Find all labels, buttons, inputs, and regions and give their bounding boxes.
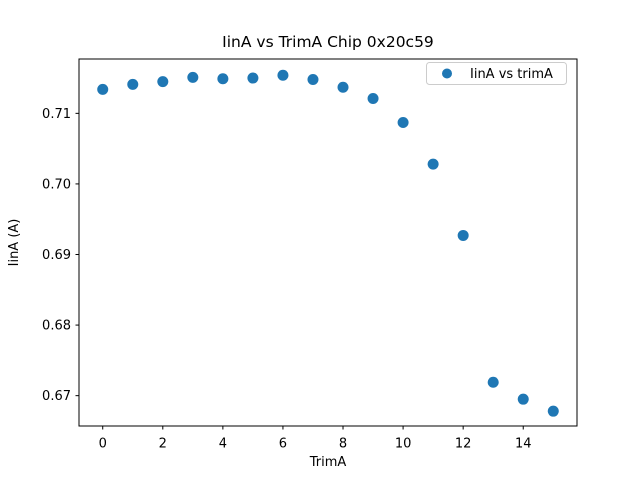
legend: IinA vs trimA bbox=[426, 62, 567, 85]
y-tick-label: 0.67 bbox=[42, 389, 71, 404]
legend-marker-icon bbox=[442, 68, 452, 79]
legend-box bbox=[426, 62, 567, 85]
y-tick-label: 0.68 bbox=[42, 319, 71, 334]
data-point bbox=[187, 71, 199, 83]
data-point bbox=[397, 117, 409, 129]
x-tick-label: 4 bbox=[219, 437, 227, 452]
x-tick-label: 2 bbox=[159, 437, 167, 452]
data-point bbox=[247, 72, 259, 84]
data-point bbox=[457, 229, 469, 241]
data-point bbox=[547, 405, 559, 417]
data-point bbox=[337, 81, 349, 93]
axes-frame bbox=[78, 58, 578, 427]
y-axis-label: IinA (A) bbox=[7, 219, 22, 267]
x-tick-label: 6 bbox=[279, 437, 287, 452]
y-tick-label: 0.69 bbox=[42, 248, 71, 263]
axes-layer: 0 2 4 6 8 10 12 14 0.67 0.68 0.69 0.70 0.71 bbox=[42, 58, 578, 452]
x-axis-label: TrimA bbox=[309, 455, 347, 470]
data-point bbox=[97, 83, 109, 95]
x-tick-label: 0 bbox=[99, 437, 107, 452]
data-point bbox=[427, 158, 439, 170]
x-tick-label: 12 bbox=[455, 437, 472, 452]
data-point bbox=[277, 69, 289, 81]
x-tick-label: 8 bbox=[339, 437, 347, 452]
legend-label: IinA vs trimA bbox=[470, 67, 553, 82]
data-point bbox=[517, 393, 529, 405]
y-tick-label: 0.70 bbox=[42, 177, 71, 192]
data-point bbox=[307, 73, 319, 85]
data-points-layer bbox=[97, 69, 559, 417]
data-point bbox=[127, 78, 139, 90]
y-tick-label: 0.71 bbox=[42, 107, 71, 122]
data-point bbox=[217, 73, 229, 85]
data-point bbox=[487, 376, 499, 388]
x-tick-label: 14 bbox=[515, 437, 532, 452]
data-point bbox=[157, 76, 169, 88]
x-tick-label: 10 bbox=[395, 437, 412, 452]
data-point bbox=[367, 93, 379, 105]
chart-title: IinA vs TrimA Chip 0x20c59 bbox=[222, 33, 434, 51]
